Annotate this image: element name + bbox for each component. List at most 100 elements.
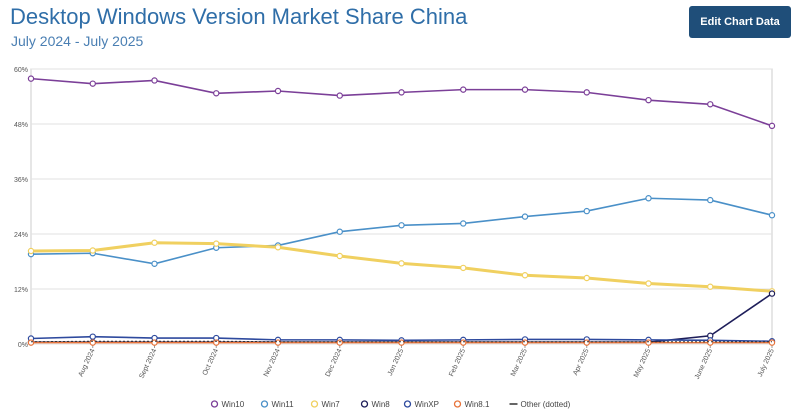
data-point[interactable]	[583, 339, 590, 346]
y-axis-ticks: 0% 12% 24% 36% 48% 60%	[14, 67, 28, 349]
data-point[interactable]	[460, 339, 467, 346]
data-point[interactable]	[151, 239, 158, 246]
gridlines	[30, 68, 773, 348]
legend-label: Win11	[272, 400, 295, 409]
series-line	[31, 292, 773, 343]
series-layer	[27, 75, 776, 346]
data-point[interactable]	[460, 86, 467, 93]
data-point[interactable]	[707, 283, 714, 290]
data-point[interactable]	[213, 339, 220, 346]
y-tick-label: 60%	[14, 67, 28, 74]
data-point[interactable]	[336, 252, 343, 260]
data-point[interactable]	[213, 240, 220, 247]
data-point[interactable]	[89, 247, 96, 254]
legend-swatch	[360, 400, 369, 408]
data-point[interactable]	[768, 339, 776, 346]
legend-swatch	[210, 400, 219, 408]
legend[interactable]: Win10 Win11 Win7 Win8 WinXP Win8.1 Other (dott…	[210, 400, 571, 409]
legend-item-win8[interactable]: Win8	[360, 400, 391, 409]
x-axis-ticks: Aug 2024 Sept 2024 Oct 2024 Nov 2024 Dec 202…	[78, 348, 776, 381]
legend-label: Win8.1	[465, 400, 490, 409]
data-point[interactable]	[274, 339, 282, 346]
data-point[interactable]	[521, 213, 529, 220]
chart-title: Desktop Windows Version Market Share Chi…	[10, 4, 468, 29]
series-win10	[27, 75, 776, 130]
data-point[interactable]	[89, 80, 96, 87]
data-point[interactable]	[151, 260, 158, 267]
data-point[interactable]	[89, 333, 96, 340]
legend-swatch	[403, 400, 412, 408]
data-point[interactable]	[645, 339, 652, 346]
x-tick-label: Apr 2025	[572, 348, 590, 377]
legend-item-win8-1[interactable]: Win8.1	[453, 400, 490, 409]
series-line	[30, 77, 773, 127]
data-point[interactable]	[460, 220, 467, 227]
data-point[interactable]	[27, 339, 35, 346]
legend-swatch	[310, 400, 319, 408]
legend-label: Win8	[372, 400, 391, 409]
x-tick-label: July 2025	[757, 348, 776, 378]
legend-item-winxp[interactable]: WinXP	[403, 400, 439, 409]
legend-item-win7[interactable]: Win7	[310, 400, 341, 409]
legend-label: Win7	[322, 400, 341, 409]
x-tick-label: Sept 2024	[138, 348, 158, 380]
data-point[interactable]	[768, 290, 776, 297]
legend-item-win11[interactable]: Win11	[260, 400, 295, 409]
y-tick-label: 48%	[14, 122, 28, 129]
data-point[interactable]	[460, 264, 467, 272]
y-tick-label: 36%	[14, 177, 28, 184]
legend-item-other-dotted[interactable]: Other (dotted)	[509, 400, 571, 409]
x-tick-label: Feb 2025	[448, 348, 467, 378]
data-point[interactable]	[213, 90, 220, 97]
plot-border	[30, 68, 773, 345]
x-tick-label: Nov 2024	[263, 348, 282, 378]
x-tick-label: Aug 2024	[78, 348, 97, 378]
legend-swatch	[453, 400, 462, 408]
x-tick-label: Oct 2024	[202, 348, 220, 377]
data-point[interactable]	[398, 339, 405, 346]
data-point[interactable]	[707, 196, 714, 204]
data-point[interactable]	[768, 212, 776, 219]
series-win8	[27, 290, 776, 346]
series-line	[30, 197, 773, 265]
y-tick-label: 0%	[18, 342, 28, 349]
data-point[interactable]	[707, 339, 714, 346]
data-point[interactable]	[583, 207, 590, 215]
data-point[interactable]	[398, 89, 405, 96]
x-tick-label: Dec 2024	[325, 348, 344, 378]
legend-item-win10[interactable]: Win10	[210, 400, 245, 409]
data-point[interactable]	[707, 101, 714, 108]
data-point[interactable]	[336, 339, 343, 346]
edit-chart-data-button[interactable]: Edit Chart Data	[689, 6, 791, 38]
data-point[interactable]	[274, 244, 282, 251]
data-point[interactable]	[645, 280, 652, 287]
data-point[interactable]	[521, 86, 529, 93]
chart-subtitle: July 2024 - July 2025	[11, 33, 144, 49]
data-point[interactable]	[336, 228, 343, 235]
data-point[interactable]	[398, 222, 405, 229]
data-point[interactable]	[274, 87, 282, 95]
data-point[interactable]	[521, 339, 529, 346]
data-point[interactable]	[645, 195, 652, 202]
legend-label: WinXP	[415, 400, 439, 409]
data-point[interactable]	[583, 89, 590, 96]
data-point[interactable]	[583, 274, 590, 282]
legend-label: Win10	[222, 400, 245, 409]
series-win11	[27, 195, 776, 267]
legend-swatch	[260, 400, 269, 408]
data-point[interactable]	[151, 77, 158, 84]
legend-label: Other (dotted)	[521, 400, 571, 409]
x-tick-label: Jan 2025	[387, 348, 406, 377]
data-point[interactable]	[398, 260, 405, 267]
y-tick-label: 12%	[14, 287, 28, 294]
data-point[interactable]	[645, 96, 652, 104]
data-point[interactable]	[521, 272, 529, 279]
data-point[interactable]	[336, 92, 343, 99]
x-tick-label: May 2025	[633, 348, 652, 379]
y-tick-label: 24%	[14, 232, 28, 239]
series-win7	[27, 239, 776, 295]
data-point[interactable]	[27, 247, 35, 255]
data-point[interactable]	[27, 75, 35, 82]
data-point[interactable]	[768, 122, 776, 130]
